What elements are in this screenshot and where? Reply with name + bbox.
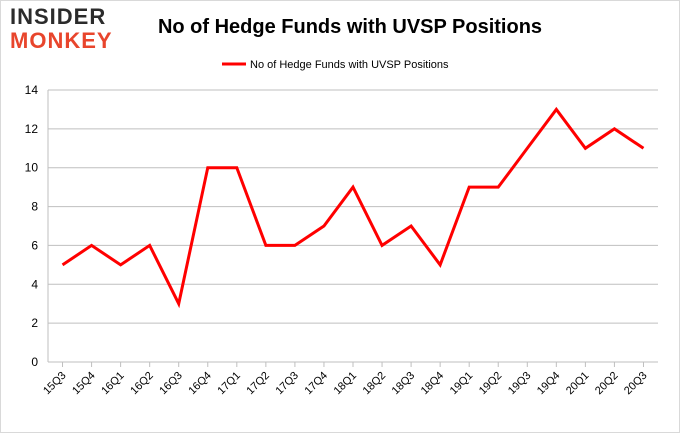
x-tick-label: 19Q1 (448, 370, 476, 398)
x-tick-label: 16Q2 (128, 370, 156, 398)
series-line (61, 106, 645, 309)
x-tick-label: 19Q4 (535, 370, 563, 398)
chart-title: No of Hedge Funds with UVSP Positions (157, 16, 543, 38)
x-tick-label: 17Q1 (215, 370, 243, 398)
x-tick-label: 17Q2 (244, 370, 272, 398)
logo-text-insider: INSIDER (10, 4, 107, 29)
x-tick-label: 16Q1 (99, 370, 127, 398)
x-tick-label: 20Q3 (622, 370, 650, 398)
x-tick-label: 18Q4 (419, 370, 447, 398)
x-tick-label: 19Q2 (477, 370, 505, 398)
y-tick-label: 14 (25, 83, 39, 97)
x-tick-label: 16Q4 (186, 370, 214, 398)
y-tick-label: 10 (25, 161, 39, 175)
y-tick-label: 8 (31, 200, 38, 214)
x-tick-label: 15Q4 (70, 370, 98, 398)
x-tick-label: 20Q1 (564, 370, 592, 398)
x-tick-label: 17Q3 (274, 370, 302, 398)
x-tick-label: 19Q3 (506, 370, 534, 398)
x-tick-label: 16Q3 (157, 370, 185, 398)
y-tick-label: 0 (31, 355, 38, 369)
legend-label: No of Hedge Funds with UVSP Positions (250, 59, 449, 71)
y-tick-label: 12 (25, 122, 39, 136)
x-tick-label: 20Q2 (593, 370, 621, 398)
x-tick-label: 15Q3 (41, 370, 69, 398)
y-tick-label: 4 (31, 277, 38, 291)
y-tick-label: 2 (31, 316, 38, 330)
y-tick-label: 6 (31, 238, 38, 252)
x-tick-label: 17Q4 (303, 370, 331, 398)
logo-text-monkey: MONKEY (10, 28, 113, 53)
x-tick-label: 18Q3 (390, 370, 418, 398)
x-tick-label: 18Q1 (332, 370, 360, 398)
insider-monkey-logo: INSIDER MONKEY (10, 6, 128, 54)
x-tick-label: 18Q2 (361, 370, 389, 398)
